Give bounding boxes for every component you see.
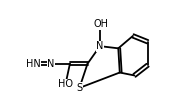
- Text: HO: HO: [58, 79, 73, 89]
- Text: OH: OH: [94, 19, 109, 29]
- Text: S: S: [76, 83, 82, 93]
- Text: HN: HN: [26, 59, 41, 69]
- Text: N: N: [47, 59, 55, 69]
- Text: N: N: [96, 41, 104, 51]
